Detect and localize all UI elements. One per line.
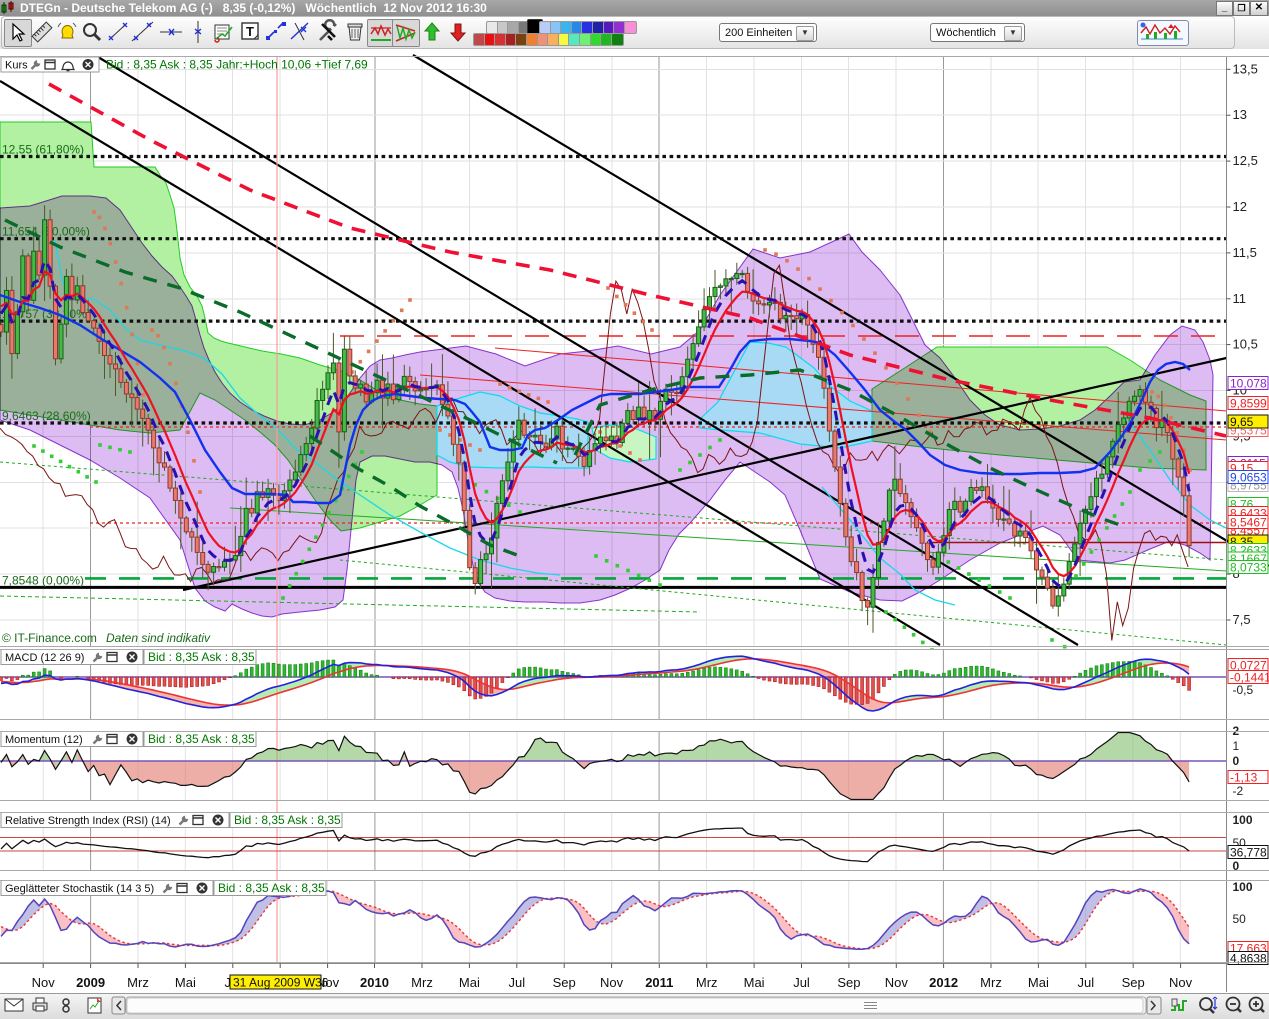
svg-text:12: 12 [1233, 199, 1247, 214]
svg-text:11: 11 [1233, 291, 1247, 306]
svg-text:Bid : 8,35 Ask : 8,35: Bid : 8,35 Ask : 8,35 [234, 813, 341, 827]
svg-text:100: 100 [1233, 813, 1253, 827]
svg-text:Nov: Nov [600, 975, 624, 990]
svg-text:9,8599: 9,8599 [1230, 397, 1267, 411]
svg-text:Sep: Sep [553, 975, 576, 990]
svg-text:Sep: Sep [1122, 975, 1145, 990]
svg-text:9,6463 (28,60%): 9,6463 (28,60%) [2, 409, 91, 423]
svg-text:-0,5: -0,5 [1233, 683, 1254, 697]
svg-text:9,0653: 9,0653 [1230, 471, 1267, 485]
svg-text:Kurs: Kurs [5, 60, 28, 72]
svg-text:10,078: 10,078 [1230, 377, 1267, 391]
svg-text:Nov: Nov [32, 975, 56, 990]
svg-text:Mai: Mai [175, 975, 196, 990]
svg-text:Bid : 8,35 Ask : 8,35: Bid : 8,35 Ask : 8,35 [218, 881, 325, 895]
svg-text:-1,13: -1,13 [1230, 771, 1258, 785]
svg-text:T: T [246, 24, 254, 39]
svg-text:7,8548 (0,00%): 7,8548 (0,00%) [2, 573, 84, 587]
svg-text:7,5: 7,5 [1233, 612, 1251, 627]
svg-text:Nov: Nov [316, 975, 340, 990]
svg-text:© IT-Finance.com: © IT-Finance.com [2, 631, 97, 645]
svg-text:12,55 (61,80%): 12,55 (61,80%) [2, 143, 84, 157]
svg-text:Daten sind indikativ: Daten sind indikativ [106, 631, 211, 645]
svg-text:Jul: Jul [508, 975, 525, 990]
svg-text:31 Aug 2009 W36: 31 Aug 2009 W36 [233, 976, 329, 990]
svg-text:Sep: Sep [837, 975, 860, 990]
svg-text:9,65: 9,65 [1230, 415, 1254, 429]
svg-text:100: 100 [1233, 880, 1253, 894]
svg-text:Geglätteter Stochastik (14 3 5: Geglätteter Stochastik (14 3 5) [5, 883, 154, 895]
svg-text:Bid : 8,35 Ask : 8,35: Bid : 8,35 Ask : 8,35 [148, 650, 255, 664]
svg-text:Mrz: Mrz [980, 975, 1002, 990]
svg-text:0: 0 [1233, 859, 1240, 873]
svg-text:1: 1 [1233, 739, 1240, 753]
svg-text:0,0727: 0,0727 [1230, 659, 1267, 673]
svg-text:2009: 2009 [76, 975, 105, 990]
svg-text:8,0733: 8,0733 [1230, 561, 1267, 575]
svg-text:-0,1441: -0,1441 [1230, 671, 1269, 685]
svg-text:4,8638: 4,8638 [1230, 952, 1267, 966]
svg-text:2011: 2011 [645, 975, 673, 990]
svg-text:Mai: Mai [1028, 975, 1049, 990]
svg-text:Mrz: Mrz [696, 975, 718, 990]
svg-text:Momentum (12): Momentum (12) [5, 734, 83, 746]
svg-text:50: 50 [1233, 912, 1247, 926]
svg-text:Mai: Mai [744, 975, 765, 990]
svg-text:Mai: Mai [459, 975, 480, 990]
svg-text:13,5: 13,5 [1233, 61, 1258, 76]
svg-text:MACD (12 26 9): MACD (12 26 9) [5, 652, 84, 664]
svg-text:2010: 2010 [360, 975, 389, 990]
svg-text:0: 0 [1233, 754, 1240, 768]
svg-text:Relative Strength Index (RSI): Relative Strength Index (RSI) (14) [5, 815, 171, 827]
svg-text:10,5: 10,5 [1233, 337, 1258, 352]
svg-text:13: 13 [1233, 107, 1247, 122]
svg-text:36,778: 36,778 [1230, 846, 1267, 860]
svg-text:Mrz: Mrz [411, 975, 433, 990]
svg-text:Bid : 8,35 Ask : 8,35 Jahr:+Ho: Bid : 8,35 Ask : 8,35 Jahr:+Hoch 10,06 +… [106, 58, 368, 72]
svg-text:Jul: Jul [1077, 975, 1094, 990]
svg-text:-2: -2 [1233, 784, 1244, 798]
svg-text:Bid : 8,35 Ask : 8,35: Bid : 8,35 Ask : 8,35 [148, 732, 255, 746]
svg-text:Nov: Nov [885, 975, 909, 990]
svg-text:12,5: 12,5 [1233, 153, 1258, 168]
svg-text:Mrz: Mrz [127, 975, 149, 990]
svg-text:8,5467: 8,5467 [1230, 516, 1267, 530]
svg-text:Nov: Nov [1169, 975, 1193, 990]
svg-text:2012: 2012 [929, 975, 958, 990]
svg-text:Jul: Jul [793, 975, 810, 990]
svg-text:11,5: 11,5 [1233, 245, 1257, 260]
